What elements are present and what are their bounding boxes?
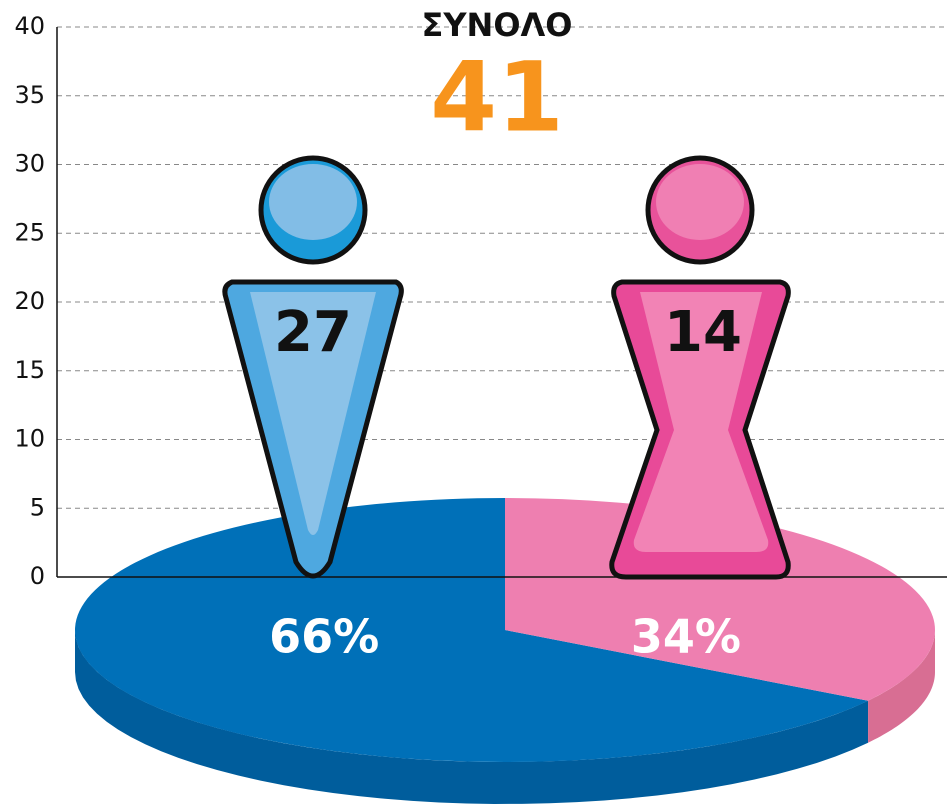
y-tick-label: 0 bbox=[30, 562, 45, 590]
total: 41 bbox=[430, 41, 564, 153]
pie: 66% 34% bbox=[75, 498, 935, 804]
male-figure bbox=[222, 155, 404, 579]
female-figure bbox=[609, 155, 791, 580]
pie-side bbox=[868, 630, 935, 743]
y-tick-label: 25 bbox=[14, 218, 45, 246]
pie-slice bbox=[505, 498, 935, 701]
count-label: 27 bbox=[274, 300, 352, 365]
y-tick-label: 15 bbox=[14, 356, 45, 384]
y-tick-label: 35 bbox=[14, 81, 45, 109]
y-tick-label: 5 bbox=[30, 493, 45, 521]
count-label: 14 bbox=[664, 300, 742, 365]
data-label: 34% bbox=[631, 610, 741, 664]
pie-side bbox=[75, 630, 869, 804]
pie-slice bbox=[75, 498, 869, 763]
data-label: 66% bbox=[269, 610, 379, 664]
y-tick-label: 30 bbox=[14, 150, 45, 178]
y-tick-label: 10 bbox=[14, 425, 45, 453]
grid: 0 5 10 15 20 25 30 35 40 bbox=[14, 12, 947, 590]
y-tick-label: 40 bbox=[14, 12, 45, 40]
y-tick-label: 20 bbox=[14, 287, 45, 315]
chart-title: ΣΥΝΟΛΟ bbox=[422, 6, 573, 44]
